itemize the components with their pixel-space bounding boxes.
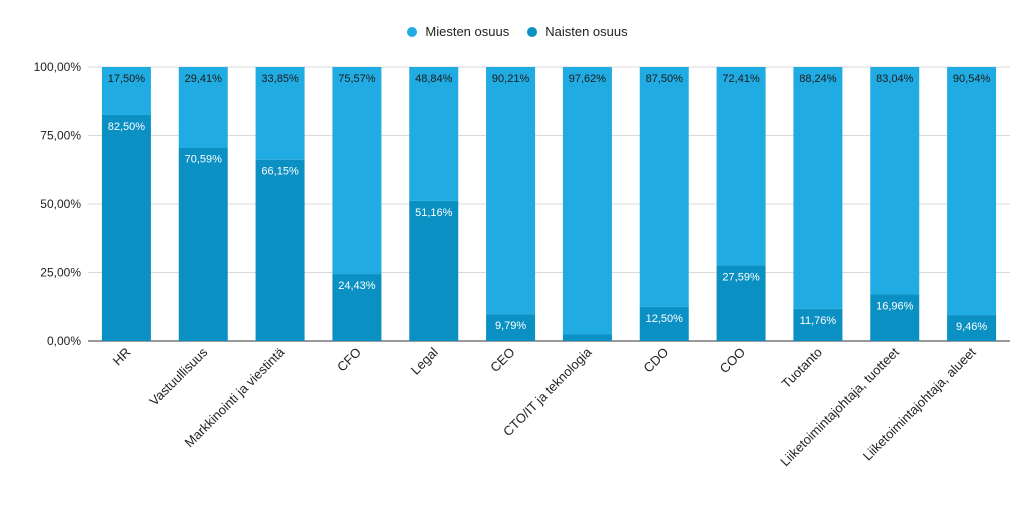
x-category-label: CFO [334, 345, 364, 375]
data-label-men: 17,50% [108, 73, 146, 85]
data-label-women: 51,16% [415, 207, 453, 219]
y-tick-label: 0,00% [47, 334, 81, 348]
data-label-men: 90,21% [492, 73, 530, 85]
data-label-women: 24,43% [338, 280, 376, 292]
bar-men [716, 67, 766, 266]
bar-men [409, 67, 459, 201]
data-label-men: 90,54% [953, 73, 991, 85]
data-label-men: 83,04% [876, 73, 914, 85]
bar-women [101, 114, 151, 341]
legend-swatch-women [527, 26, 538, 37]
data-label-women: 9,46% [956, 321, 987, 333]
x-category-label: Tuotanto [778, 345, 825, 392]
x-category-label: HR [110, 345, 134, 369]
legend-swatch-men [407, 26, 418, 37]
data-label-women: 12,50% [646, 313, 684, 325]
bar-men [332, 67, 382, 275]
bar-men [178, 67, 228, 148]
bar-women [486, 314, 536, 341]
bar-men [562, 67, 612, 335]
legend-item-women: Naisten osuus [527, 24, 628, 39]
data-label-women: 82,50% [108, 121, 146, 133]
bar-men [255, 67, 305, 160]
bar-men [793, 67, 843, 309]
bar-men [101, 67, 151, 115]
bar-women [255, 159, 305, 341]
bar-men [870, 67, 920, 295]
data-label-women: 27,59% [722, 271, 760, 283]
data-label-men: 87,50% [646, 73, 684, 85]
x-category-label: CEO [487, 345, 518, 376]
bar-women [332, 274, 382, 341]
legend-label-women: Naisten osuus [545, 24, 628, 39]
data-label-women: 16,96% [876, 301, 914, 313]
y-tick-label: 50,00% [40, 197, 81, 211]
x-category-label: Legal [408, 344, 441, 377]
x-category-label: Vastuullisuus [146, 344, 210, 408]
bar-women [870, 294, 920, 341]
data-label-women: 11,76% [800, 315, 837, 327]
bar-men [486, 67, 536, 315]
bar-women [562, 334, 612, 341]
data-label-men: 75,57% [338, 73, 376, 85]
bar-women [947, 315, 997, 341]
data-label-women: 66,15% [261, 166, 299, 178]
bar-women [639, 306, 689, 341]
data-label-women: 70,59% [185, 154, 223, 166]
data-label-men: 48,84% [415, 73, 453, 85]
bar-women [178, 147, 228, 341]
x-category-label: COO [717, 345, 749, 377]
data-label-men: 33,85% [261, 73, 299, 85]
data-label-men: 97,62% [569, 73, 607, 85]
bar-men [947, 67, 997, 316]
chart-legend: Miesten osuus Naisten osuus [0, 24, 1035, 39]
data-label-men: 72,41% [722, 73, 760, 85]
bar-women [793, 308, 843, 341]
bar-women [716, 265, 766, 341]
data-label-men: 29,41% [185, 73, 223, 85]
bar-women [409, 200, 459, 341]
bar-men [639, 67, 689, 307]
y-tick-label: 100,00% [34, 60, 82, 74]
data-label-women: 9,79% [495, 320, 526, 332]
legend-label-men: Miesten osuus [425, 24, 510, 39]
data-label-women: 2,38% [572, 340, 603, 352]
data-label-men: 88,24% [799, 73, 837, 85]
y-tick-label: 25,00% [40, 266, 81, 280]
x-category-label: CDO [640, 345, 671, 376]
legend-item-men: Miesten osuus [407, 24, 509, 39]
y-tick-label: 75,00% [40, 129, 81, 143]
